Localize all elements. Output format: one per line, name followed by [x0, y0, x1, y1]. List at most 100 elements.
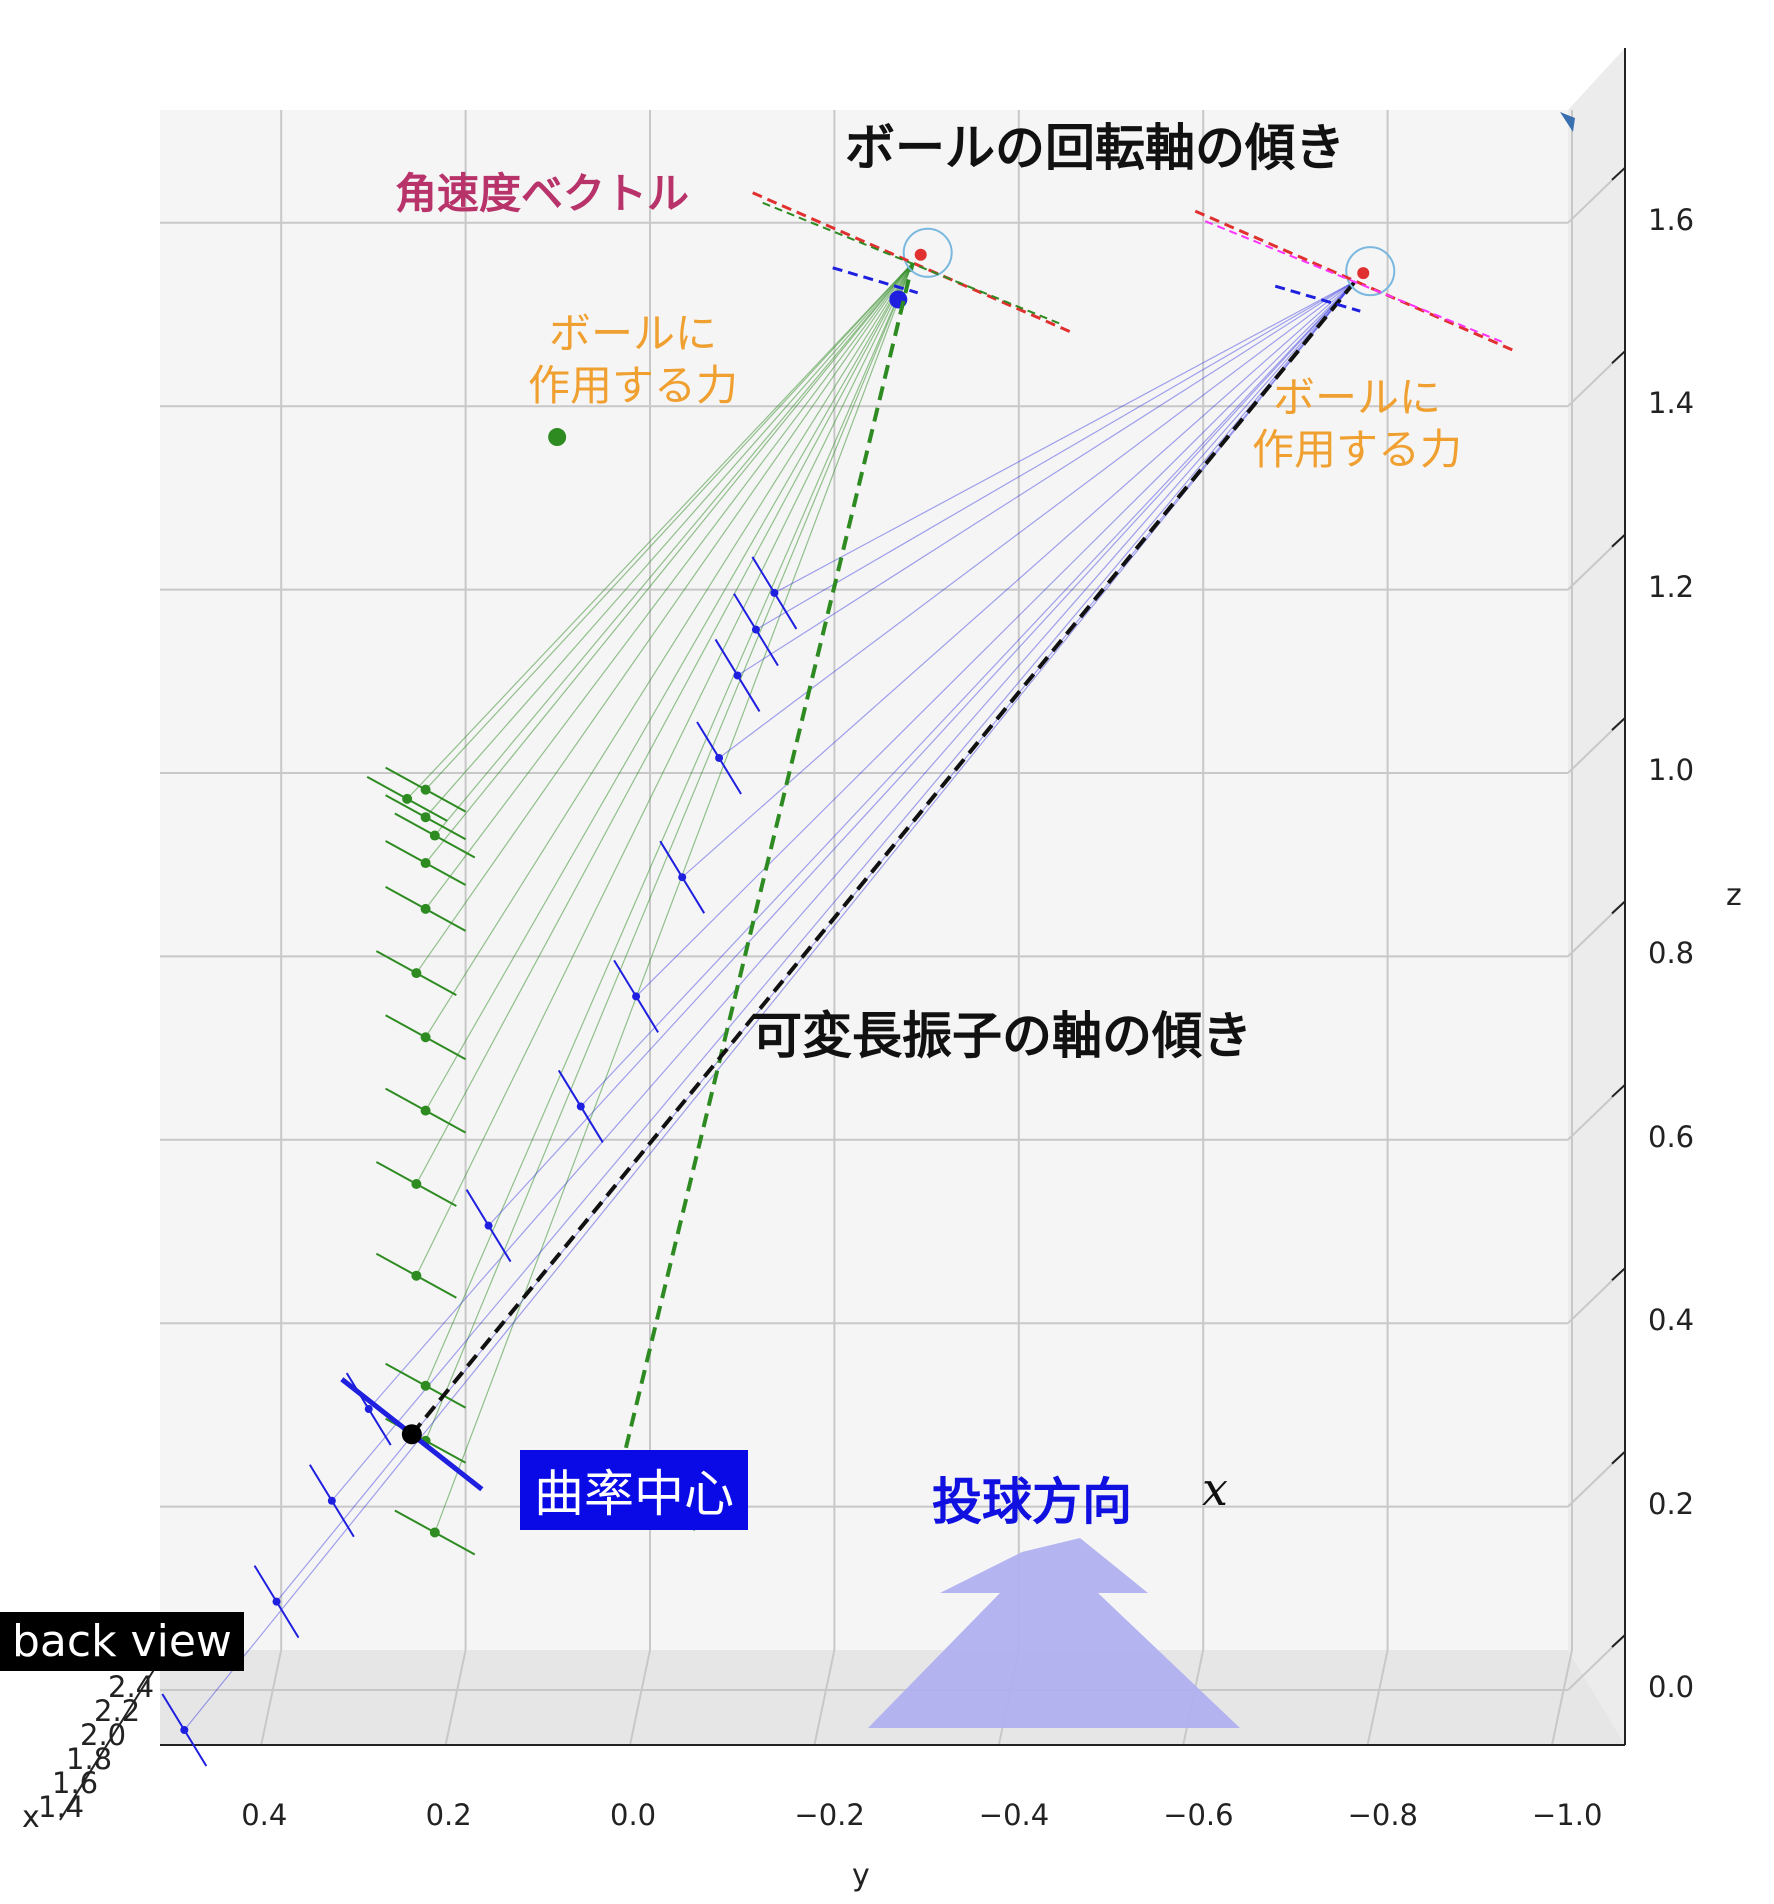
y-gridline-floor: [1551, 1649, 1573, 1746]
pendulum-axis-label: 可変長振子の軸の傾き: [752, 1007, 1252, 1065]
blue-ray: [681, 280, 1356, 878]
y-tick-label: 0.0: [610, 1798, 657, 1832]
z-tick: [1611, 1084, 1626, 1098]
x-tick-label: 2.2: [94, 1694, 141, 1728]
blue-trace-point: [576, 1102, 585, 1111]
y-gridline-floor: [444, 1649, 467, 1746]
blue-trace-point: [715, 753, 724, 762]
blue-ray: [368, 280, 1356, 1410]
z-tick: [1611, 900, 1626, 915]
green-extra-point: [548, 428, 567, 447]
blue-trace-point: [272, 1597, 281, 1606]
spin-trace: [1204, 220, 1506, 345]
green-trace-point: [420, 1380, 431, 1391]
green-ray: [425, 262, 914, 791]
blue-trace-point: [180, 1726, 189, 1734]
y-tick-label: −0.8: [1347, 1798, 1419, 1832]
y-gridline-floor: [260, 1649, 283, 1746]
y-axis-label: y: [852, 1858, 870, 1893]
z-tick: [1611, 350, 1626, 364]
green-ray: [406, 262, 914, 800]
blue-trace-point: [733, 671, 742, 680]
blue-trace-point: [770, 588, 779, 597]
blue-trace-point: [751, 625, 760, 634]
ball: [1345, 246, 1396, 297]
green-ray: [415, 262, 914, 1185]
view-label: back view: [0, 1612, 244, 1671]
blue-trace-point: [327, 1496, 336, 1505]
blue-trace-point: [484, 1221, 493, 1230]
blue-ray: [580, 280, 1356, 1107]
x-tick-label: 2.4: [108, 1670, 155, 1704]
z-tick-label: 1.6: [1648, 202, 1695, 237]
green-trace-point: [429, 1527, 440, 1538]
blue-ray: [718, 280, 1356, 759]
force-label-right: ボールに 作用する力: [1252, 373, 1463, 474]
trajectory-rays: [183, 262, 1356, 1731]
green-trace-point: [420, 784, 431, 795]
blue-ray: [635, 280, 1356, 997]
x-symbol-label: x: [1202, 1462, 1228, 1516]
angular-velocity-vector: [1194, 209, 1516, 353]
green-trace-point: [420, 903, 431, 914]
blue-ray: [488, 280, 1356, 1227]
x-tick-label: 1.8: [66, 1742, 113, 1776]
y-tick-label: −0.2: [794, 1798, 865, 1832]
green-trace-point: [411, 968, 422, 979]
ball-center: [914, 248, 927, 261]
green-trace-point: [411, 1270, 422, 1281]
z-tick-label: 1.0: [1648, 753, 1695, 787]
y-gridline-floor: [813, 1649, 836, 1746]
z-axis-label: z: [1726, 878, 1742, 913]
blue-trace-point: [364, 1405, 373, 1414]
ball: [902, 227, 953, 278]
curvature-center-label: 曲率中心: [520, 1450, 748, 1530]
throw-direction-arrow: [868, 112, 1575, 1728]
throw-direction-arrow-shape: [868, 1538, 1240, 1728]
z-tick-label: 0.2: [1648, 1486, 1695, 1521]
green-trace-point: [402, 793, 413, 804]
green-pendulum-axis: [613, 262, 915, 1492]
green-ray: [425, 262, 914, 818]
green-ray: [434, 262, 914, 1533]
x-tick-label: 2.0: [80, 1718, 127, 1752]
blue-extra-point: [889, 290, 908, 309]
green-trace-point: [420, 812, 431, 823]
trajectory-traces: [161, 290, 908, 1767]
y-tick-label: −0.6: [1163, 1798, 1234, 1832]
green-ray: [415, 262, 914, 1276]
force-label-left: ボールに 作用する力: [528, 309, 739, 410]
blue-ray: [755, 280, 1356, 631]
blue-trace-point: [678, 873, 687, 882]
green-ray: [425, 262, 914, 910]
spin-axis-blue: [1274, 284, 1361, 313]
green-trace-point: [420, 1105, 431, 1116]
angular-velocity-vector: [752, 191, 1074, 335]
corner-arrow: [1560, 112, 1575, 132]
green-ray: [425, 262, 914, 864]
z-tick: [1611, 1267, 1626, 1281]
blue-trace-point: [632, 992, 641, 1001]
z-tick: [1611, 533, 1626, 548]
x-tick-label: 1.6: [52, 1766, 99, 1800]
x-tick-label: 1.4: [38, 1790, 85, 1824]
x-axis-line: [59, 1659, 161, 1821]
y-tick-label: −1.0: [1532, 1798, 1603, 1832]
z-tick: [1611, 1450, 1626, 1465]
green-trace-point: [411, 1178, 422, 1189]
z-tick: [1611, 1634, 1626, 1648]
z-tick-label: 0.6: [1648, 1119, 1695, 1154]
z-tick: [1611, 717, 1626, 731]
blue-ray: [331, 280, 1356, 1502]
green-trace-point: [420, 858, 431, 869]
green-ray: [425, 262, 914, 1441]
y-tick-label: 0.2: [425, 1798, 472, 1832]
y-gridline-floor: [629, 1649, 651, 1746]
green-ray: [415, 262, 914, 974]
chart-title: ボールの回転軸の傾き: [845, 119, 1345, 177]
z-tick-label: 1.2: [1648, 569, 1695, 604]
floor-pane: [160, 1650, 1625, 1745]
z-tick-label: 1.4: [1648, 386, 1695, 421]
green-trace-point: [420, 1032, 431, 1043]
